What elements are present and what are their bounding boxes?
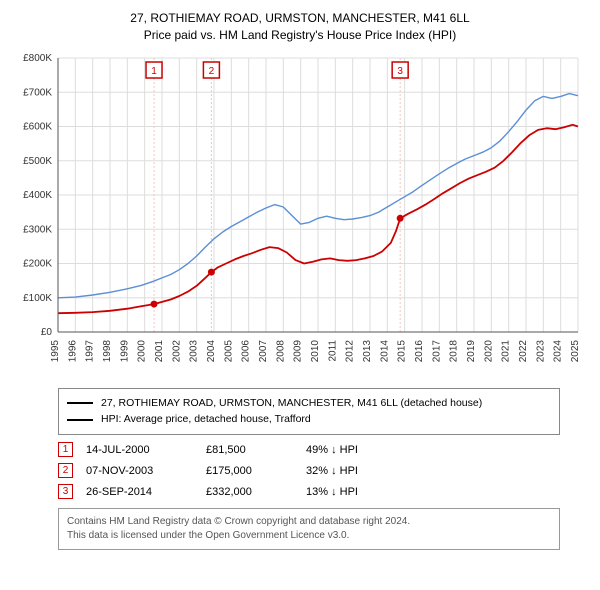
transaction-delta: 32% ↓ HPI	[306, 465, 426, 477]
legend: 27, ROTHIEMAY ROAD, URMSTON, MANCHESTER,…	[58, 388, 560, 436]
transaction-date: 26-SEP-2014	[86, 486, 206, 498]
svg-text:2019: 2019	[466, 339, 477, 362]
transaction-price: £175,000	[206, 465, 306, 477]
svg-text:£800K: £800K	[23, 53, 52, 64]
svg-text:2008: 2008	[275, 339, 286, 362]
svg-text:£100K: £100K	[23, 292, 52, 303]
attribution-line1: Contains HM Land Registry data © Crown c…	[67, 515, 551, 529]
svg-text:2022: 2022	[518, 339, 529, 362]
svg-text:2021: 2021	[501, 339, 512, 362]
svg-text:£400K: £400K	[23, 190, 52, 201]
price-chart: £0 £100K £200K £300K £400K £500K £600K £700K £80…	[10, 52, 590, 382]
legend-item-property: 27, ROTHIEMAY ROAD, URMSTON, MANCHESTER,…	[67, 395, 551, 412]
svg-text:£500K: £500K	[23, 155, 52, 166]
svg-text:2024: 2024	[553, 339, 564, 362]
legend-label-property: 27, ROTHIEMAY ROAD, URMSTON, MANCHESTER,…	[101, 395, 482, 412]
svg-text:2007: 2007	[258, 339, 269, 362]
svg-text:£200K: £200K	[23, 258, 52, 269]
svg-text:2014: 2014	[379, 339, 390, 362]
svg-text:1998: 1998	[102, 339, 113, 362]
transaction-price: £332,000	[206, 486, 306, 498]
title-address: 27, ROTHIEMAY ROAD, URMSTON, MANCHESTER,…	[10, 10, 590, 27]
marker-badge-3: 3	[58, 484, 73, 499]
legend-label-hpi: HPI: Average price, detached house, Traf…	[101, 411, 311, 428]
svg-text:2018: 2018	[449, 339, 460, 362]
svg-text:1996: 1996	[67, 339, 78, 362]
transaction-price: £81,500	[206, 444, 306, 456]
marker-badge-2: 2	[58, 463, 73, 478]
svg-text:2020: 2020	[483, 339, 494, 362]
svg-text:£300K: £300K	[23, 224, 52, 235]
transaction-row: 2 07-NOV-2003 £175,000 32% ↓ HPI	[58, 460, 560, 481]
svg-text:2023: 2023	[535, 339, 546, 362]
transaction-date: 14-JUL-2000	[86, 444, 206, 456]
transaction-row: 3 26-SEP-2014 £332,000 13% ↓ HPI	[58, 481, 560, 502]
svg-text:2017: 2017	[431, 339, 442, 362]
svg-text:2: 2	[209, 66, 215, 77]
chart-title: 27, ROTHIEMAY ROAD, URMSTON, MANCHESTER,…	[10, 10, 590, 44]
legend-swatch-hpi	[67, 419, 93, 421]
transaction-date: 07-NOV-2003	[86, 465, 206, 477]
svg-text:2001: 2001	[154, 339, 165, 362]
svg-text:£0: £0	[41, 327, 53, 338]
svg-text:2009: 2009	[293, 339, 304, 362]
svg-text:2016: 2016	[414, 339, 425, 362]
attribution: Contains HM Land Registry data © Crown c…	[58, 508, 560, 550]
svg-text:2013: 2013	[362, 339, 373, 362]
svg-text:2006: 2006	[241, 339, 252, 362]
legend-item-hpi: HPI: Average price, detached house, Traf…	[67, 411, 551, 428]
transaction-row: 1 14-JUL-2000 £81,500 49% ↓ HPI	[58, 439, 560, 460]
svg-text:2011: 2011	[327, 339, 338, 361]
svg-text:2025: 2025	[570, 339, 581, 362]
svg-text:3: 3	[397, 66, 403, 77]
transaction-delta: 49% ↓ HPI	[306, 444, 426, 456]
title-subtitle: Price paid vs. HM Land Registry's House …	[10, 27, 590, 44]
svg-text:2000: 2000	[137, 339, 148, 362]
attribution-line2: This data is licensed under the Open Gov…	[67, 529, 551, 543]
svg-text:1997: 1997	[85, 339, 96, 362]
marker-badge-1: 1	[58, 442, 73, 457]
svg-text:2002: 2002	[171, 339, 182, 362]
transactions-table: 1 14-JUL-2000 £81,500 49% ↓ HPI 2 07-NOV…	[58, 439, 560, 502]
svg-text:2004: 2004	[206, 339, 217, 362]
chart-container: 27, ROTHIEMAY ROAD, URMSTON, MANCHESTER,…	[10, 10, 590, 550]
svg-text:1: 1	[151, 66, 157, 77]
svg-text:2005: 2005	[223, 339, 234, 362]
svg-text:£600K: £600K	[23, 121, 52, 132]
svg-text:1995: 1995	[50, 339, 61, 362]
svg-text:2010: 2010	[310, 339, 321, 362]
svg-text:2012: 2012	[345, 339, 356, 362]
svg-text:2015: 2015	[397, 339, 408, 362]
svg-text:1999: 1999	[119, 339, 130, 362]
transaction-delta: 13% ↓ HPI	[306, 486, 426, 498]
svg-text:2003: 2003	[189, 339, 200, 362]
legend-swatch-property	[67, 402, 93, 404]
svg-text:£700K: £700K	[23, 87, 52, 98]
